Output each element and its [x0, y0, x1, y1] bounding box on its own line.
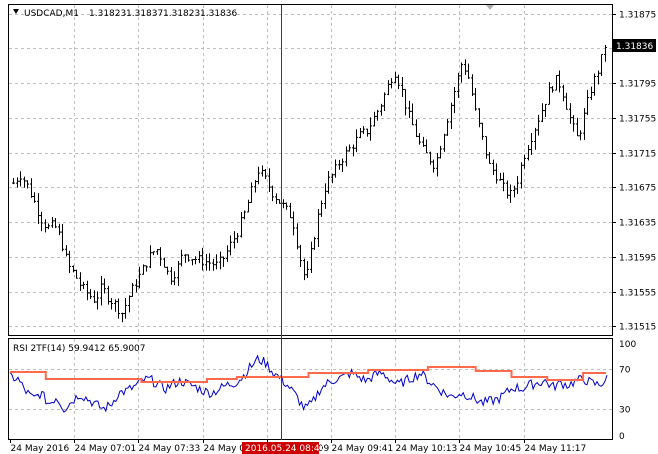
- rsi-grid: [9, 339, 612, 439]
- price-tick-label: 1.31515: [619, 323, 656, 333]
- price-tick-label: 1.31595: [619, 254, 656, 264]
- cursor-time-label: 2016.05.24 08:44: [245, 444, 326, 454]
- cursor-time-box: [242, 442, 319, 454]
- cursor-time-tag: 2016.05.24 08:44: [242, 442, 326, 454]
- rsi-tick-label: 70: [619, 366, 631, 376]
- price-axis: 1.318751.318351.317951.317551.317151.316…: [612, 11, 656, 333]
- price-tick-label: 1.31755: [619, 115, 656, 125]
- time-tick-label: 24 May 09:41: [332, 444, 394, 454]
- time-tick-label: 24 May 10:13: [396, 444, 458, 454]
- rsi-axis: 100 70 30 0: [619, 340, 636, 442]
- rsi-tick-label: 30: [619, 406, 631, 416]
- chart-header: USDCAD,M1 1.31823 1.31837 1.31823 1.3183…: [13, 9, 237, 19]
- rsi-slow-line: [10, 366, 606, 383]
- ohlc-high: 1.31837: [126, 9, 163, 19]
- price-tick-label: 1.31555: [619, 289, 656, 299]
- price-tick-label: 1.31795: [619, 80, 656, 90]
- time-tick-label: 24 May 2016: [11, 444, 70, 454]
- main-panel-frame: [8, 4, 613, 336]
- price-tick-label: 1.31675: [619, 184, 656, 194]
- rsi-lines: [9, 354, 608, 413]
- ohlc-open: 1.31823: [89, 9, 126, 19]
- time-tick-label: 24 May 0: [204, 444, 246, 454]
- rsi-tick-label: 0: [619, 432, 625, 442]
- rsi-tick-label: 100: [619, 340, 636, 350]
- rsi-panel-frame: [8, 338, 613, 440]
- time-tick-label: 24 May 07:33: [139, 444, 201, 454]
- time-tick-label: 24 May 07:01: [75, 444, 137, 454]
- price-tick-label: 1.31635: [619, 219, 656, 229]
- rsi-fast-line: [9, 354, 608, 413]
- current-price-label: 1.31836: [616, 42, 653, 52]
- time-tick-label: 24 May 11:17: [525, 444, 587, 454]
- scroll-shift-marker[interactable]: [486, 5, 494, 10]
- price-tick-label: 1.31875: [619, 11, 656, 21]
- price-bars: [12, 44, 607, 323]
- triangle-down-icon[interactable]: [13, 9, 19, 14]
- price-tick-label: 1.31715: [619, 150, 656, 160]
- ohlc-close: 1.31836: [200, 9, 237, 19]
- ohlc-low: 1.31823: [163, 9, 200, 19]
- price-grid: [9, 5, 612, 335]
- current-price-tag: 1.31836: [613, 39, 656, 52]
- rsi-label: RSI 2TF(14) 59.9412 65.9007: [13, 344, 146, 354]
- current-price-box: [613, 39, 656, 52]
- time-tick-label: 24 May 10:45: [460, 444, 522, 454]
- symbol-label: USDCAD,M1: [24, 9, 79, 19]
